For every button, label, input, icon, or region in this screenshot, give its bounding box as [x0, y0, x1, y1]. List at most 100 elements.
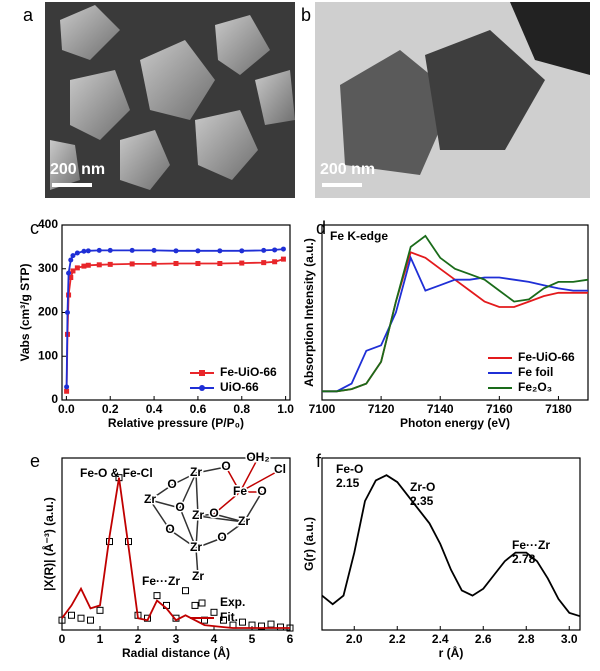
marker — [182, 587, 189, 595]
annotation: Fe···Zr — [512, 538, 550, 552]
bond — [239, 469, 281, 493]
bond — [179, 472, 197, 509]
y-tick-label: 100 — [38, 348, 58, 362]
marker — [217, 248, 223, 254]
panel-label: e — [30, 451, 40, 471]
x-tick-label: 7160 — [486, 402, 513, 416]
atom-label: O — [167, 477, 176, 491]
marker — [261, 260, 267, 266]
bond — [195, 466, 227, 474]
panel-label: a — [23, 5, 34, 25]
marker — [151, 247, 157, 253]
y-axis-label: |X(R)| (Å⁻³) (a.u.) — [41, 497, 56, 591]
x-tick-label: 0.0 — [58, 402, 75, 416]
x-tick-label: 4 — [211, 632, 218, 646]
y-tick-label: 400 — [38, 217, 58, 231]
marker — [173, 248, 179, 254]
bond — [149, 484, 173, 501]
plot-frame — [321, 224, 589, 401]
marker — [107, 261, 113, 267]
marker — [191, 601, 199, 609]
marker — [87, 616, 94, 624]
atom-label: O — [217, 530, 226, 544]
legend-label: UiO-66 — [220, 380, 259, 394]
marker — [70, 268, 76, 274]
marker — [267, 620, 275, 628]
legend-label: Fe₂O₃ — [518, 380, 552, 394]
series-line — [322, 255, 588, 393]
x-tick-label: 2 — [135, 632, 142, 646]
x-tick-label: 0.2 — [102, 402, 119, 416]
bond — [239, 457, 259, 493]
marker — [261, 247, 267, 253]
x-axis-label: Relative pressure (P/P₀) — [108, 416, 244, 430]
atom-label: O — [175, 500, 184, 514]
x-tick-label: 2.8 — [518, 632, 535, 646]
annotation: Fe K-edge — [330, 229, 388, 243]
sem-image — [45, 2, 295, 198]
x-tick-label: 2.0 — [346, 632, 363, 646]
atom-label: Zr — [238, 514, 250, 528]
marker — [68, 275, 74, 280]
annotation: 2.78 — [512, 552, 536, 566]
marker — [85, 262, 91, 268]
marker — [96, 247, 102, 253]
x-tick-label: 7180 — [545, 402, 572, 416]
y-tick-label: 0 — [51, 392, 58, 406]
marker — [74, 250, 80, 256]
x-tick-label: 0.4 — [146, 402, 163, 416]
x-tick-label: 0.6 — [190, 402, 207, 416]
legend-marker — [199, 385, 205, 391]
series-line — [322, 234, 589, 393]
annotation: Fe···Zr — [142, 574, 180, 588]
x-tick-label: 7100 — [309, 402, 336, 416]
marker — [68, 611, 75, 619]
atom-label: Zr — [190, 540, 202, 554]
series-group — [58, 474, 294, 632]
x-tick-label: 2.2 — [389, 632, 406, 646]
marker — [77, 614, 85, 622]
atom-label: Zr — [192, 569, 204, 583]
scale-bar-label: 200 nm — [50, 161, 105, 178]
series-group — [322, 234, 589, 393]
series-group — [64, 246, 286, 394]
marker — [129, 261, 135, 267]
marker — [64, 388, 70, 394]
legend-label: Fe foil — [518, 365, 553, 379]
marker — [64, 384, 70, 390]
bond — [179, 507, 197, 549]
marker — [68, 257, 74, 263]
marker — [151, 261, 157, 267]
marker — [239, 618, 246, 626]
marker — [195, 261, 201, 266]
y-tick-label: 200 — [38, 305, 58, 319]
bond — [221, 521, 245, 539]
x-tick-label: 3 — [173, 632, 180, 646]
x-tick-label: 2.4 — [432, 632, 449, 646]
bond — [195, 547, 199, 578]
y-axis-label: Absorption Intensity (a.u.) — [302, 238, 316, 387]
bond — [171, 472, 197, 486]
x-tick-label: 0.8 — [233, 402, 250, 416]
x-tick-label: 0 — [59, 632, 66, 646]
marker — [70, 253, 76, 259]
atom-label: Zr — [144, 492, 156, 506]
marker — [272, 247, 278, 253]
plot-frame — [321, 457, 581, 631]
x-axis-label: Radial distance (Å) — [122, 645, 230, 660]
y-axis-label: Vabs (cm³/g STP) — [18, 263, 32, 361]
x-tick-label: 5 — [249, 632, 256, 646]
marker — [272, 259, 278, 265]
atom-label: Cl — [274, 462, 286, 476]
marker — [144, 614, 151, 622]
atom-label: O — [209, 506, 218, 520]
annotation: 2.35 — [410, 494, 434, 508]
series-line — [321, 474, 581, 618]
legend-marker — [199, 370, 205, 376]
series-line — [61, 477, 290, 629]
legend-label: Fe-UiO-66 — [518, 350, 575, 364]
annotation: Fe-O — [336, 462, 363, 476]
y-tick-label: 300 — [38, 261, 58, 275]
bond — [197, 515, 245, 523]
